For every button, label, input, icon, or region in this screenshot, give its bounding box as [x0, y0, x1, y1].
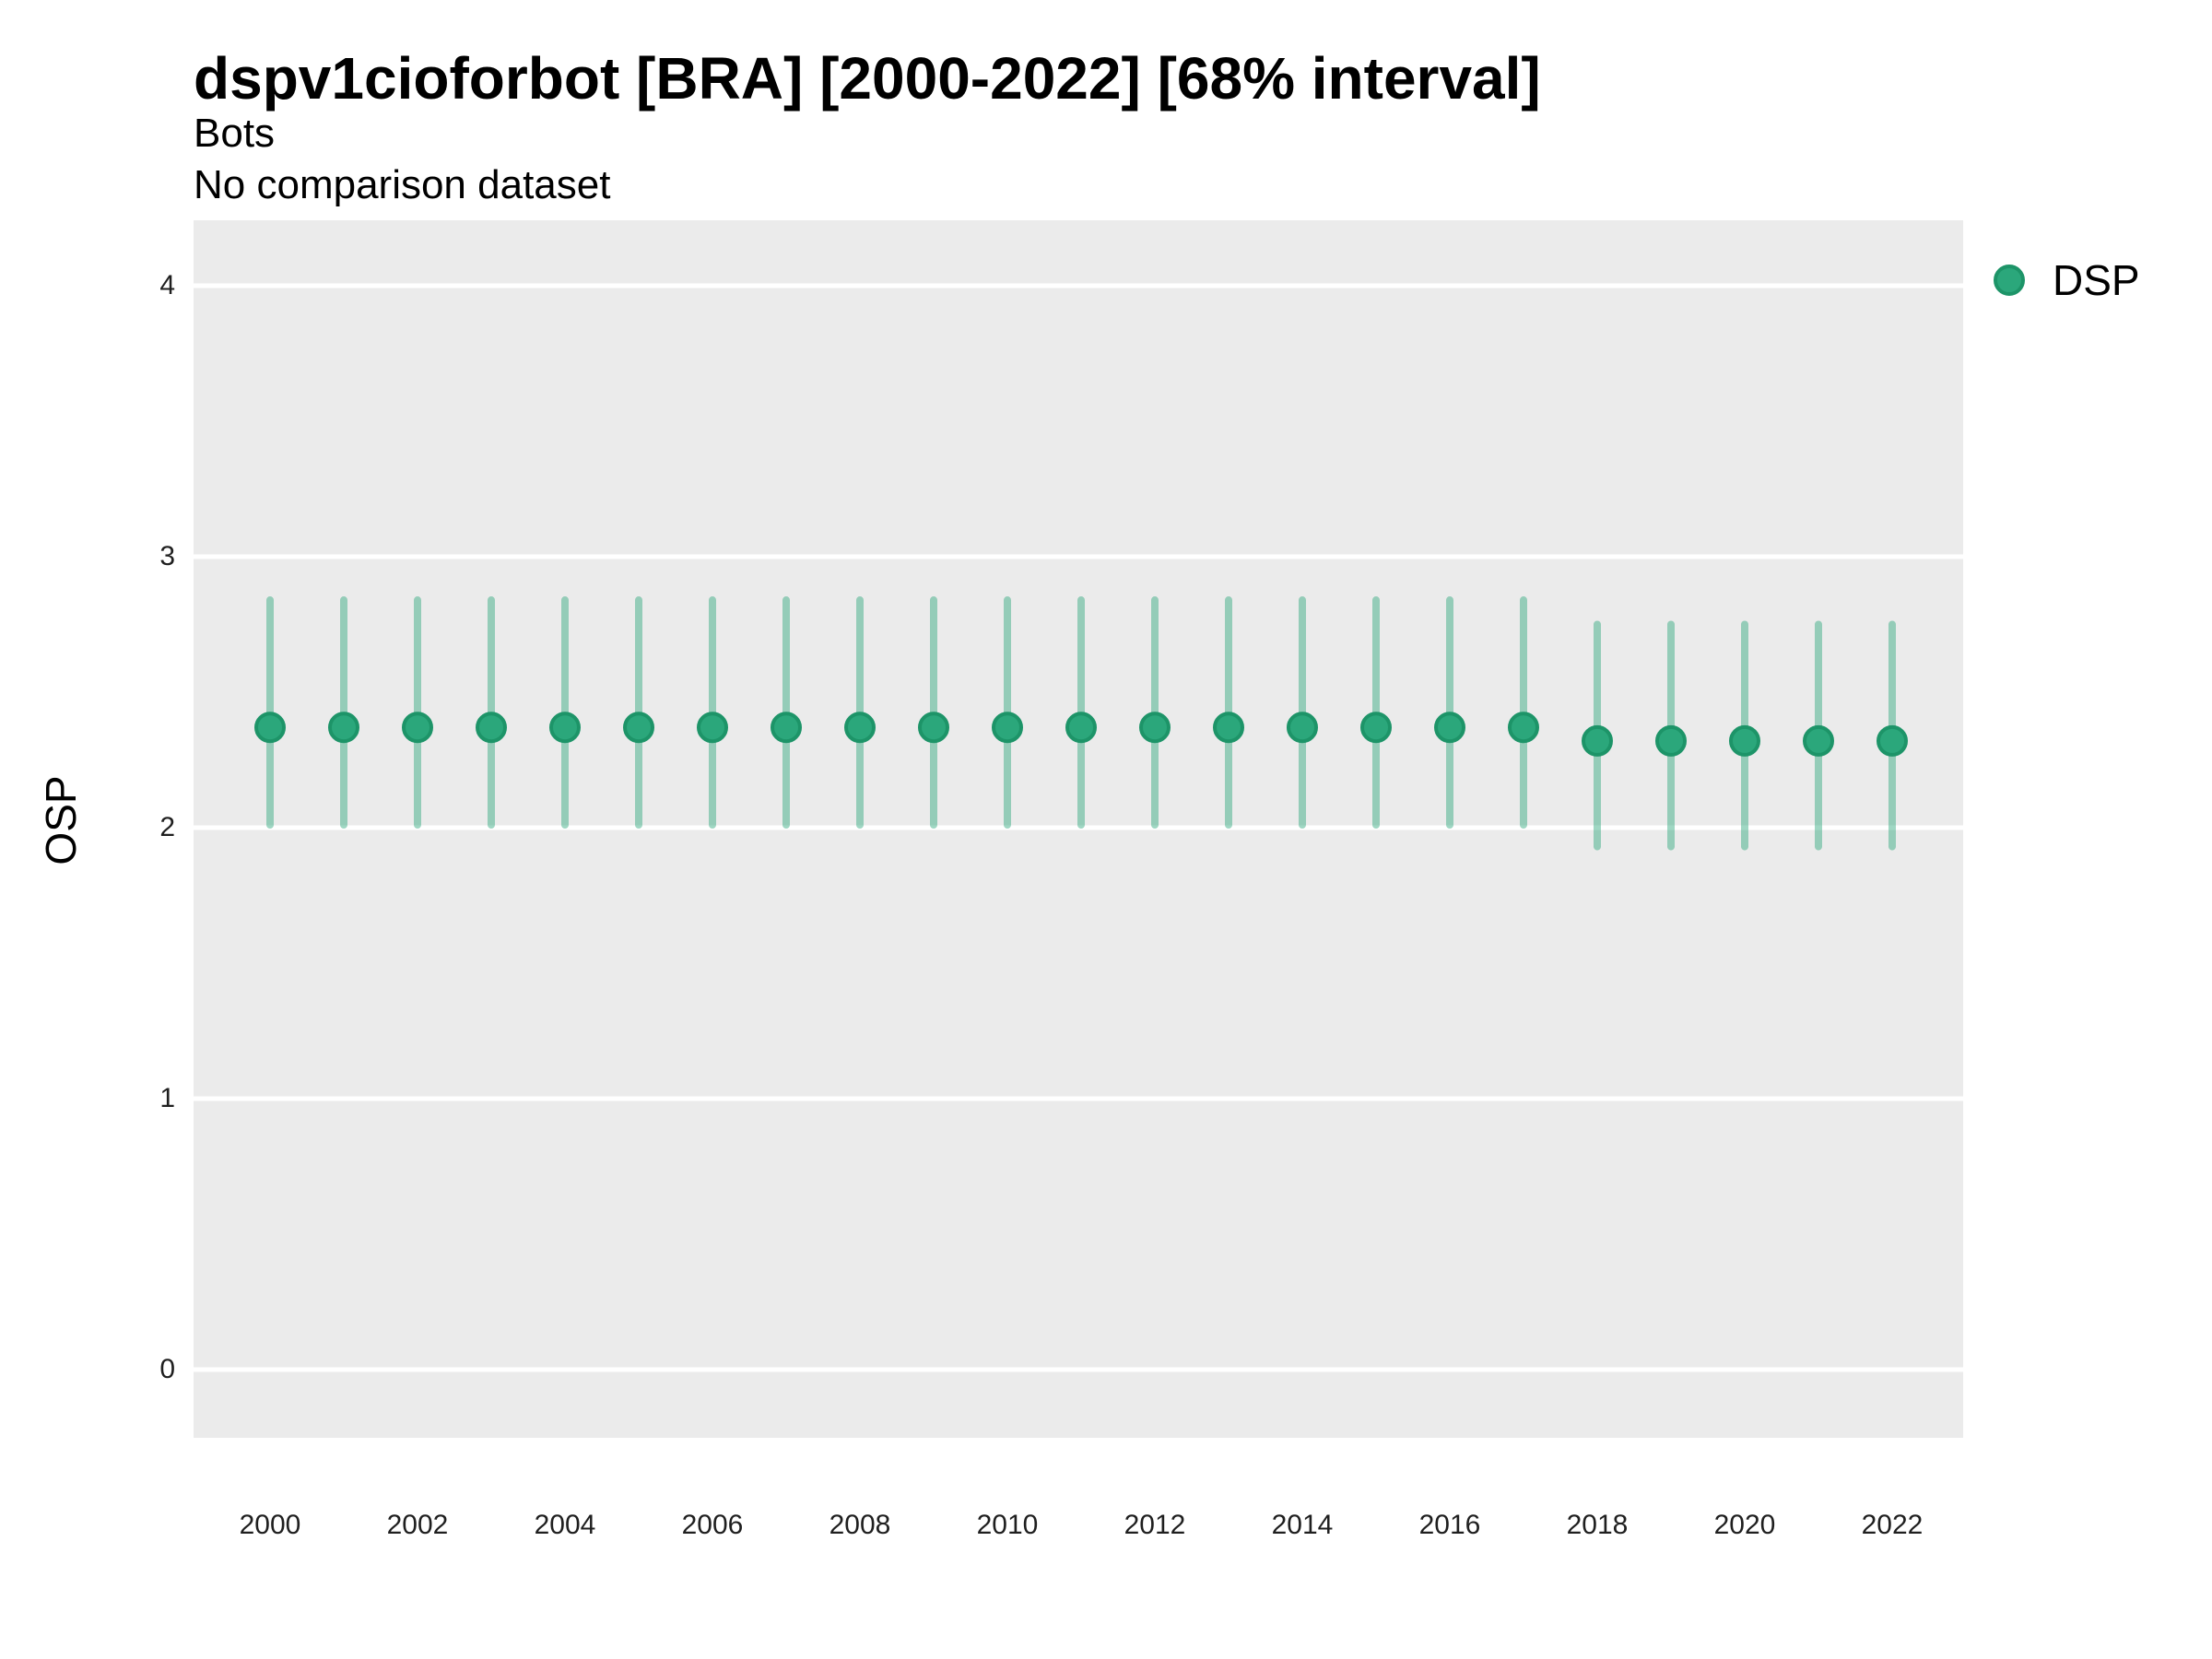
y-tick-label-3: 3 [159, 541, 175, 571]
legend-point-icon [1994, 265, 2025, 296]
point-marker-2018 [1582, 724, 1613, 757]
x-tick-label-2002: 2002 [386, 1510, 449, 1540]
x-tick-label-2010: 2010 [976, 1510, 1039, 1540]
point-marker-2002 [402, 712, 433, 744]
x-tick-label-2016: 2016 [1418, 1510, 1481, 1540]
point-marker-2015 [1360, 712, 1392, 744]
legend: DSP [1994, 255, 2140, 305]
y-tick-label-0: 0 [159, 1354, 175, 1384]
legend-label: DSP [2053, 256, 2140, 304]
y-tick-label-1: 1 [159, 1083, 175, 1113]
y-tick-label-2: 2 [159, 812, 175, 842]
comparison-note: No comparison dataset [194, 162, 611, 207]
point-marker-2007 [771, 712, 802, 744]
point-marker-2014 [1287, 712, 1318, 744]
point-marker-2012 [1139, 712, 1171, 744]
x-tick-label-2008: 2008 [829, 1510, 891, 1540]
x-tick-label-2006: 2006 [681, 1510, 744, 1540]
point-marker-2017 [1508, 712, 1539, 744]
plot-panel [194, 220, 1963, 1438]
point-marker-2009 [918, 712, 949, 744]
x-tick-label-2014: 2014 [1271, 1510, 1334, 1540]
point-marker-2019 [1655, 724, 1687, 757]
point-marker-2013 [1213, 712, 1244, 744]
point-marker-2000 [254, 712, 286, 744]
point-marker-2020 [1729, 724, 1760, 757]
point-marker-2016 [1434, 712, 1465, 744]
point-marker-2006 [697, 712, 728, 744]
point-marker-2022 [1877, 724, 1908, 757]
point-marker-2005 [623, 712, 654, 744]
chart-subtitle: Bots [194, 111, 276, 156]
point-marker-2008 [844, 712, 876, 744]
x-tick-label-2020: 2020 [1713, 1510, 1776, 1540]
x-tick-label-2000: 2000 [239, 1510, 301, 1540]
point-marker-2010 [992, 712, 1023, 744]
plot-marks-canvas [194, 283, 1963, 1372]
chart-title: dspv1cioforbot [BRA] [2000-2022] [68% in… [194, 45, 1541, 112]
point-marker-2003 [476, 712, 507, 744]
point-marker-2004 [549, 712, 581, 744]
point-marker-2021 [1803, 724, 1834, 757]
point-marker-2001 [328, 712, 359, 744]
x-tick-label-2012: 2012 [1124, 1510, 1186, 1540]
x-tick-label-2018: 2018 [1566, 1510, 1629, 1540]
y-tick-label-4: 4 [159, 270, 175, 300]
x-tick-label-2004: 2004 [534, 1510, 596, 1540]
x-tick-label-2022: 2022 [1861, 1510, 1924, 1540]
point-marker-2011 [1065, 712, 1097, 744]
